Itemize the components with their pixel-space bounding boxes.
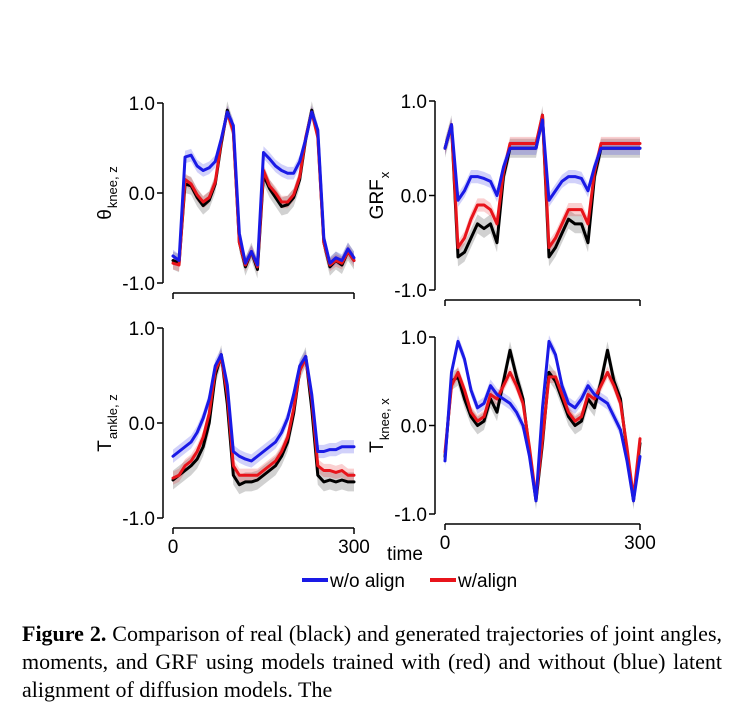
series-line-with-align xyxy=(443,370,642,500)
legend-without-align-label: w/o align xyxy=(329,571,405,592)
y-axis-label: Tknee, x xyxy=(367,398,392,453)
y-tick-label: 0.0 xyxy=(129,414,155,435)
y-tick-label: -1.0 xyxy=(394,281,427,302)
panel-grf-x: 1.0 0.0 -1.0 GRFx xyxy=(367,92,642,306)
y-tick-label: 0.0 xyxy=(129,184,155,205)
y-axis-label: θknee, z xyxy=(95,166,120,220)
caption-text: Comparison of real (black) and generated… xyxy=(22,621,722,702)
y-tick-label: 0.0 xyxy=(401,187,427,208)
series-line-without-align xyxy=(443,118,642,202)
x-tick-label: 300 xyxy=(338,537,370,558)
x-tick-label: 300 xyxy=(624,533,656,554)
x-tick-label: 0 xyxy=(168,537,179,558)
y-tick-label: 1.0 xyxy=(401,328,427,349)
panel-ankle-moment: 1.0 0.0 -1.0 0 300 Tankle, z xyxy=(95,319,370,558)
legend: w/o align w/align xyxy=(302,571,517,592)
panel-knee-angle: 1.0 0.0 -1.0 θknee, z xyxy=(95,94,356,299)
y-tick-label: -1.0 xyxy=(394,505,427,526)
legend-with-align-label: w/align xyxy=(457,571,517,592)
y-tick-label: 0.0 xyxy=(401,417,427,438)
band-with-align xyxy=(173,349,354,485)
series-line-without-align xyxy=(443,339,642,503)
band-real xyxy=(445,105,640,267)
y-axis-label: Tankle, z xyxy=(95,394,120,451)
y-axis-label: GRFx xyxy=(367,171,392,219)
x-tick-label: 0 xyxy=(440,533,451,554)
caption-label: Figure 2. xyxy=(22,621,107,646)
series-line-with-align xyxy=(171,110,356,269)
series-line-real xyxy=(171,353,356,487)
y-tick-label: -1.0 xyxy=(122,274,155,295)
series-line-without-align xyxy=(171,353,356,463)
figure-2-chart: 1.0 0.0 -1.0 θknee, z 1.0 0.0 -1.0 GRFx 1.0 0.0 -1… xyxy=(95,92,656,592)
band-real xyxy=(445,341,640,510)
panel-knee-moment: 1.0 0.0 -1.0 0 300 Tknee, x xyxy=(367,328,656,554)
y-tick-label: 1.0 xyxy=(129,319,155,340)
figure-caption: Figure 2. Comparison of real (black) and… xyxy=(22,620,722,704)
series-line-with-align xyxy=(443,113,642,249)
y-tick-label: 1.0 xyxy=(129,94,155,115)
series-line-with-align xyxy=(171,355,356,480)
y-tick-label: -1.0 xyxy=(122,509,155,530)
series-line-without-align xyxy=(171,110,356,267)
y-tick-label: 1.0 xyxy=(401,92,427,113)
x-axis-label: time xyxy=(387,544,423,565)
